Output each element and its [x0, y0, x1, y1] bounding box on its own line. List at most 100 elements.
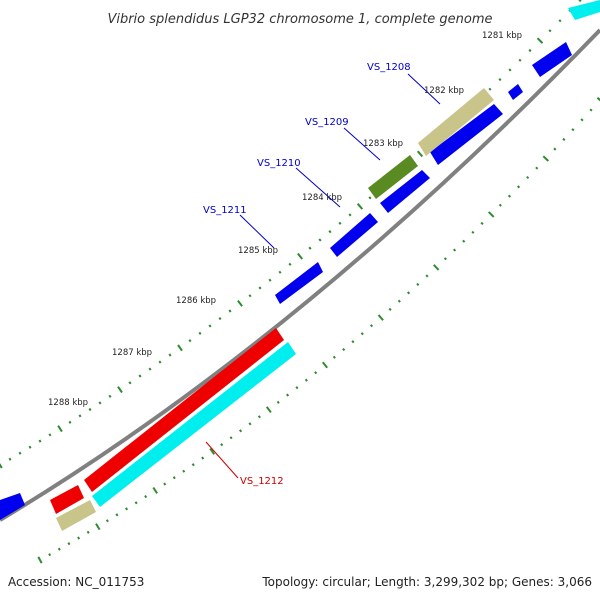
gene-arrow-blue[interactable]	[532, 42, 572, 77]
minor-tick	[208, 324, 212, 328]
major-tick	[297, 252, 303, 260]
minor-tick	[88, 407, 92, 412]
major-tick	[536, 37, 544, 44]
minor-tick	[257, 415, 261, 419]
major-tick	[177, 344, 183, 352]
major-tick	[542, 155, 549, 162]
minor-tick	[314, 371, 318, 375]
minor-tick	[332, 355, 336, 359]
minor-tick	[308, 246, 312, 250]
minor-tick	[163, 482, 167, 486]
minor-tick	[480, 221, 484, 226]
gene-box-tan[interactable]	[418, 88, 494, 156]
minor-tick	[562, 137, 566, 141]
minor-tick	[248, 422, 252, 426]
minor-tick	[548, 29, 552, 33]
major-tick	[356, 203, 364, 210]
minor-tick	[201, 456, 205, 460]
gene-arrow-cyan[interactable]	[92, 342, 296, 507]
minor-tick	[516, 185, 521, 189]
minor-tick	[558, 19, 562, 23]
gene-label-vs1210[interactable]: VS_1210	[257, 158, 301, 169]
kbp-label: 1287 kbp	[112, 348, 152, 358]
minor-tick	[144, 495, 148, 499]
minor-tick	[268, 278, 272, 282]
minor-tick	[416, 282, 420, 286]
minor-tick	[571, 128, 575, 132]
minor-tick	[8, 457, 12, 461]
minor-tick	[580, 118, 584, 122]
major-tick	[57, 425, 63, 433]
minor-tick	[98, 401, 102, 405]
accession-text: Accession: NC_011753	[8, 575, 144, 589]
minor-tick	[128, 381, 132, 385]
minor-tick	[38, 439, 42, 443]
major-tick	[433, 264, 440, 271]
minor-tick	[360, 332, 364, 336]
minor-tick	[278, 270, 282, 274]
minor-tick	[443, 257, 447, 261]
minor-tick	[397, 299, 401, 303]
minor-tick	[67, 542, 71, 546]
gene-arrow-red[interactable]	[84, 328, 284, 492]
minor-tick	[507, 194, 512, 198]
gene-box-olive[interactable]	[368, 155, 418, 199]
major-tick	[265, 406, 272, 413]
minor-tick	[488, 87, 492, 91]
reverse-strand-genes	[50, 328, 296, 531]
major-tick	[37, 556, 43, 564]
minor-tick	[218, 317, 222, 321]
minor-tick	[304, 378, 308, 382]
gene-label-vs1211[interactable]: VS_1211	[203, 205, 247, 216]
minor-tick	[348, 213, 352, 217]
gene-arrow-blue[interactable]	[275, 262, 323, 304]
gene-arrow-blue[interactable]	[380, 170, 430, 213]
minor-tick	[462, 239, 466, 243]
minor-tick	[286, 393, 290, 397]
minor-tick	[276, 400, 280, 404]
minor-tick	[589, 108, 593, 112]
gene-box-red[interactable]	[50, 485, 84, 514]
gene-arrow-cyan[interactable]	[568, 0, 600, 20]
gene-arrow-blue[interactable]	[508, 84, 523, 100]
minor-tick	[328, 230, 332, 234]
minor-tick	[172, 476, 176, 480]
minor-tick	[248, 294, 252, 298]
minor-tick	[369, 324, 374, 328]
gene-arrow-blue[interactable]	[330, 213, 378, 257]
minor-tick	[57, 547, 61, 551]
minor-tick	[471, 230, 475, 234]
minor-tick	[406, 291, 411, 295]
minor-tick	[191, 463, 195, 467]
gene-label-vs1209[interactable]: VS_1209	[305, 117, 349, 128]
minor-tick	[351, 340, 355, 344]
major-tick	[487, 211, 495, 218]
minor-tick	[28, 445, 32, 449]
minor-tick	[68, 420, 72, 424]
kbp-label: 1284 kbp	[302, 193, 342, 203]
minor-tick	[508, 68, 512, 72]
minor-tick	[338, 221, 342, 225]
gene-box-tan[interactable]	[56, 500, 96, 531]
major-tick	[209, 447, 216, 455]
gene-arrow-blue[interactable]	[430, 104, 503, 165]
major-tick	[0, 463, 3, 469]
minor-tick	[295, 386, 299, 390]
outer-tick-track	[0, 0, 582, 469]
kbp-label: 1288 kbp	[48, 398, 88, 408]
major-tick	[322, 361, 328, 369]
gene-callouts	[205, 73, 441, 479]
minor-tick	[18, 451, 22, 455]
minor-tick	[342, 347, 346, 352]
major-tick	[152, 486, 158, 494]
minor-tick	[48, 553, 52, 557]
minor-tick	[368, 196, 372, 200]
gene-label-vs1212[interactable]: VS_1212	[240, 476, 284, 487]
minor-tick	[108, 394, 112, 398]
minor-tick	[134, 501, 138, 505]
gene-label-vs1208[interactable]: VS_1208	[367, 62, 411, 73]
minor-tick	[578, 0, 582, 3]
gene-arrow-blue[interactable]	[0, 493, 25, 520]
minor-tick	[125, 507, 129, 511]
